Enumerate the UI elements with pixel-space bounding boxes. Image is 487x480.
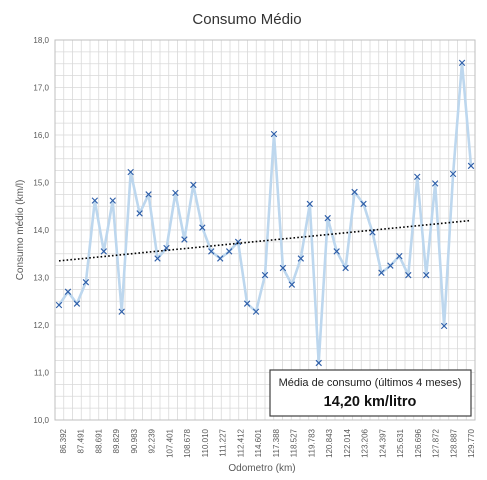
data-point-marker bbox=[154, 255, 161, 262]
data-point-marker bbox=[405, 271, 412, 279]
data-point-marker bbox=[288, 281, 296, 288]
x-tick-label: 126.696 bbox=[414, 428, 423, 457]
data-point-marker bbox=[306, 200, 313, 208]
data-point-marker bbox=[190, 181, 197, 189]
data-point-marker bbox=[440, 322, 448, 330]
x-tick-label: 86.392 bbox=[59, 428, 68, 453]
x-tick-label: 107.401 bbox=[165, 428, 174, 457]
x-tick-label: 129.770 bbox=[467, 428, 476, 457]
y-tick-label: 15,0 bbox=[33, 179, 49, 188]
data-point-marker bbox=[243, 300, 251, 307]
data-point-marker bbox=[342, 264, 349, 272]
data-point-marker bbox=[181, 236, 188, 243]
y-tick-label: 13,0 bbox=[33, 274, 49, 283]
average-note-box: Média de consumo (últimos 4 meses) 14,20… bbox=[269, 369, 472, 417]
x-tick-label: 124.397 bbox=[378, 428, 387, 457]
x-tick-label: 92.239 bbox=[148, 428, 157, 453]
x-tick-label: 110.010 bbox=[201, 428, 210, 457]
data-point-marker bbox=[127, 168, 134, 176]
x-tick-label: 114.601 bbox=[254, 428, 263, 457]
y-tick-label: 10,0 bbox=[33, 416, 49, 425]
data-point-marker bbox=[414, 173, 421, 180]
data-point-marker bbox=[217, 255, 224, 262]
average-note-title: Média de consumo (últimos 4 meses) bbox=[279, 377, 462, 389]
x-tick-label: 90.983 bbox=[130, 428, 139, 453]
data-point-marker bbox=[199, 224, 206, 231]
data-point-marker bbox=[360, 200, 367, 208]
y-tick-label: 11,0 bbox=[34, 369, 50, 378]
y-tick-label: 14,0 bbox=[33, 226, 49, 235]
x-tick-label: 128.887 bbox=[449, 428, 458, 457]
plot-area-border bbox=[54, 39, 476, 421]
data-point-marker bbox=[73, 300, 81, 307]
x-tick-label: 117.388 bbox=[272, 428, 281, 457]
data-point-marker bbox=[351, 188, 358, 196]
data-point-marker bbox=[225, 248, 233, 255]
data-point-marker bbox=[387, 262, 394, 269]
data-point-marker bbox=[234, 238, 242, 246]
data-point-marker bbox=[396, 252, 403, 260]
x-tick-label: 125.631 bbox=[396, 428, 405, 457]
data-point-marker bbox=[172, 189, 179, 197]
x-tick-label: 119.783 bbox=[307, 428, 316, 457]
x-tick-label: 122.014 bbox=[343, 428, 352, 457]
x-tick-label: 118.527 bbox=[290, 428, 299, 457]
x-tick-label: 112.412 bbox=[236, 428, 245, 457]
data-point-marker bbox=[163, 244, 170, 252]
x-tick-label: 111.227 bbox=[219, 428, 228, 456]
y-tick-label: 12,0 bbox=[33, 321, 49, 330]
data-point-marker bbox=[333, 248, 340, 255]
data-point-marker bbox=[64, 288, 72, 295]
x-tick-label: 88.691 bbox=[94, 428, 103, 453]
data-point-marker bbox=[279, 264, 287, 272]
data-point-marker bbox=[118, 308, 125, 315]
x-axis-ticks: 86.392 87.491 88.691 89.829 90.983 92.239 107.… bbox=[59, 428, 476, 457]
data-point-marker bbox=[252, 308, 260, 315]
data-point-marker bbox=[136, 210, 143, 217]
data-point-marker bbox=[261, 271, 269, 279]
x-axis-title: Odometro (km) bbox=[228, 463, 295, 474]
data-point-marker bbox=[378, 269, 385, 276]
data-point-marker bbox=[423, 271, 430, 279]
x-tick-label: 89.829 bbox=[112, 428, 121, 453]
x-tick-label: 123.206 bbox=[361, 428, 370, 457]
y-tick-label: 17,0 bbox=[33, 84, 49, 93]
series-group bbox=[55, 59, 475, 367]
y-tick-label: 18,0 bbox=[33, 36, 49, 45]
data-point-marker bbox=[55, 301, 63, 309]
average-note-frame bbox=[269, 369, 472, 417]
data-point-marker bbox=[145, 191, 152, 198]
data-point-marker bbox=[297, 255, 305, 262]
data-point-marker bbox=[100, 248, 107, 255]
data-point-marker bbox=[270, 130, 278, 138]
trendline-group bbox=[58, 219, 472, 262]
trendline bbox=[58, 219, 472, 262]
average-note-value: 14,20 km/litro bbox=[324, 394, 417, 410]
data-point-marker bbox=[208, 248, 215, 255]
data-point-marker bbox=[449, 170, 457, 178]
y-axis-ticks: 10,0 11,0 12,0 13,0 14,0 15,0 16,0 17,0 18,0 bbox=[33, 36, 49, 425]
data-point-marker bbox=[91, 197, 99, 204]
x-tick-label: 127.872 bbox=[432, 428, 441, 457]
data-point-marker bbox=[431, 180, 439, 187]
y-tick-label: 16,0 bbox=[33, 131, 49, 140]
y-axis-title: Consumo médio (km/l) bbox=[15, 180, 26, 281]
data-point-marker bbox=[324, 214, 331, 222]
data-point-marker bbox=[315, 359, 322, 367]
data-point-marker bbox=[458, 59, 466, 66]
chart-title: Consumo Médio bbox=[192, 11, 301, 28]
x-tick-label: 120.843 bbox=[325, 428, 334, 457]
x-tick-label: 108.678 bbox=[183, 428, 192, 457]
data-point-marker bbox=[82, 279, 90, 286]
data-point-marker bbox=[109, 197, 116, 204]
data-point-marker bbox=[467, 162, 475, 170]
x-tick-label: 87.491 bbox=[77, 428, 86, 453]
